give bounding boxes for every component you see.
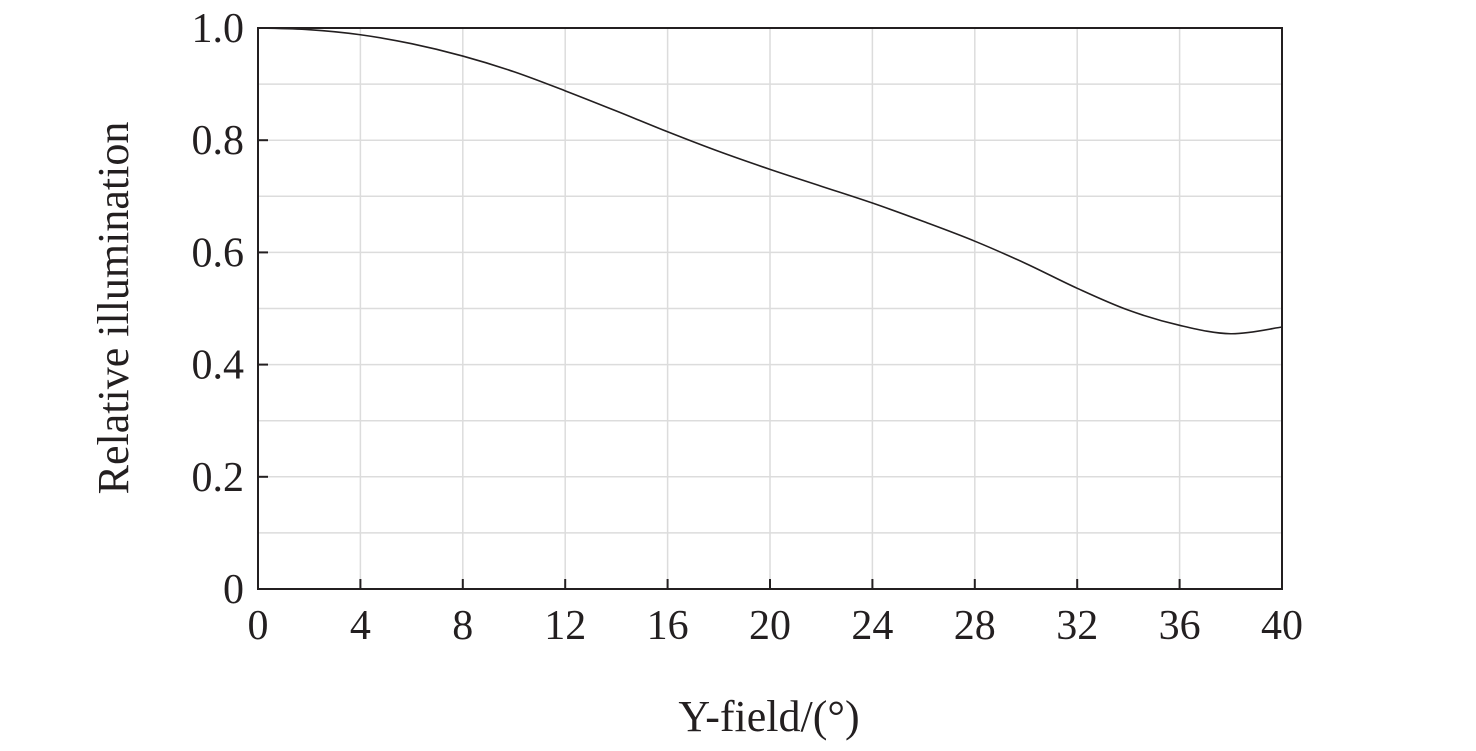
ticks: 0 4 8 12 16 20 24 28 32 36 40 0 0.2 0.4 0.6 0.8 1.0: [192, 6, 1304, 649]
y-tick-label: 0.4: [192, 343, 245, 389]
series-line: [257, 27, 1283, 335]
x-axis-title: Y-field/(°): [678, 692, 859, 741]
series-layer: [257, 27, 1283, 335]
y-tick-label: 0.8: [192, 118, 245, 164]
x-tick-label: 24: [851, 603, 893, 649]
grid: [258, 28, 1282, 589]
y-tick-label: 0: [223, 567, 244, 613]
x-tick-label: 4: [350, 603, 371, 649]
x-tick-label: 0: [248, 603, 269, 649]
x-tick-label: 12: [544, 603, 586, 649]
y-tick-label: 0.6: [192, 230, 245, 276]
x-tick-label: 28: [954, 603, 996, 649]
y-tick-label: 0.2: [192, 455, 245, 501]
x-tick-label: 20: [749, 603, 791, 649]
x-tick-label: 8: [452, 603, 473, 649]
x-tick-label: 40: [1261, 603, 1303, 649]
x-tick-label: 36: [1159, 603, 1201, 649]
y-axis-title: Relative illumination: [89, 122, 138, 495]
x-tick-label: 32: [1056, 603, 1098, 649]
x-tick-label: 16: [647, 603, 689, 649]
y-tick-label: 1.0: [192, 6, 245, 52]
